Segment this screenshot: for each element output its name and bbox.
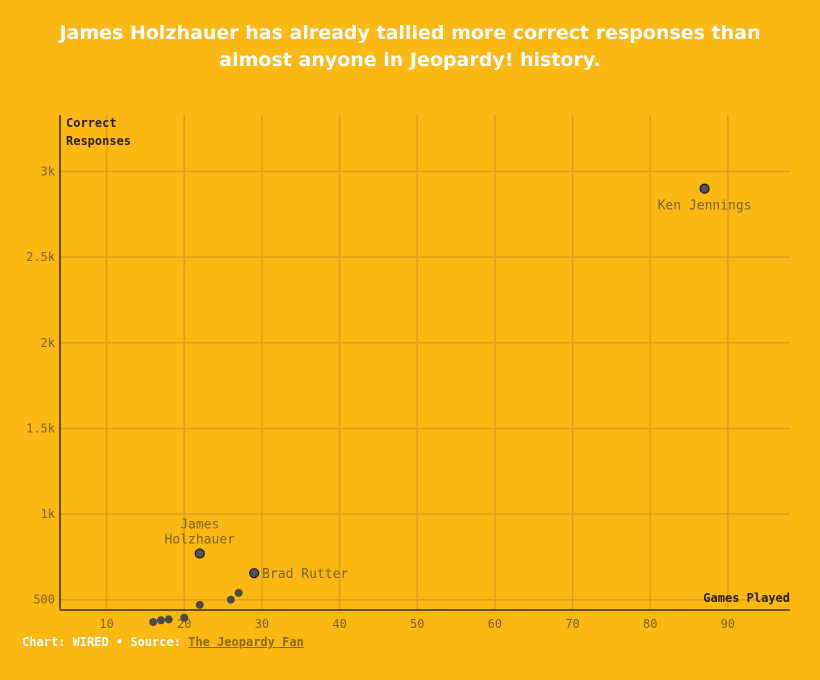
x-tick-label: 90 (721, 617, 735, 631)
data-point (180, 613, 189, 622)
data-point (195, 600, 204, 609)
y-tick-label: 3k (41, 165, 56, 179)
data-point (164, 615, 173, 624)
point-label: James (180, 517, 219, 532)
data-point (234, 588, 243, 597)
x-tick-label: 40 (332, 617, 346, 631)
point-label: Holzhauer (165, 532, 236, 547)
y-tick-label: 2k (41, 336, 56, 350)
x-tick-label: 60 (488, 617, 502, 631)
x-tick-label: 80 (643, 617, 657, 631)
chart-title: James Holzhauer has already tallied more… (59, 22, 761, 71)
x-tick-label: 30 (255, 617, 269, 631)
point-label: Ken Jennings (658, 199, 752, 214)
axis-titles: Correct Responses Games Played (66, 116, 790, 605)
y-axis-title: Correct (66, 116, 117, 130)
x-axis-title: Games Played (703, 591, 790, 605)
y-tick-label: 1k (41, 507, 56, 521)
data-points (149, 183, 710, 626)
axes (59, 115, 790, 611)
footer-credit: Chart: WIRED • Source: (22, 635, 189, 649)
grid-lines (60, 115, 790, 610)
x-tick-label: 20 (177, 617, 191, 631)
y-tick-label: 500 (33, 593, 55, 607)
y-tick-label: 2.5k (26, 250, 56, 264)
x-tick-label: 10 (99, 617, 113, 631)
source-link[interactable]: The Jeopardy Fan (188, 635, 304, 649)
data-point-highlight (699, 183, 710, 194)
data-point (226, 595, 235, 604)
point-label: Brad Rutter (262, 567, 348, 582)
chart-footer: Chart: WIRED • Source: The Jeopardy Fan (22, 635, 304, 649)
data-point-highlight (249, 568, 260, 579)
tick-labels: 10 20 30 40 50 60 70 80 90 500 1k 1.5k 2k 2.5k 3k (26, 165, 735, 631)
x-tick-label: 50 (410, 617, 424, 631)
data-point-highlight (194, 548, 205, 559)
y-axis-title: Responses (66, 134, 131, 148)
y-tick-label: 1.5k (26, 421, 56, 435)
x-tick-label: 70 (565, 617, 579, 631)
data-point (156, 616, 165, 625)
data-point (149, 617, 158, 626)
